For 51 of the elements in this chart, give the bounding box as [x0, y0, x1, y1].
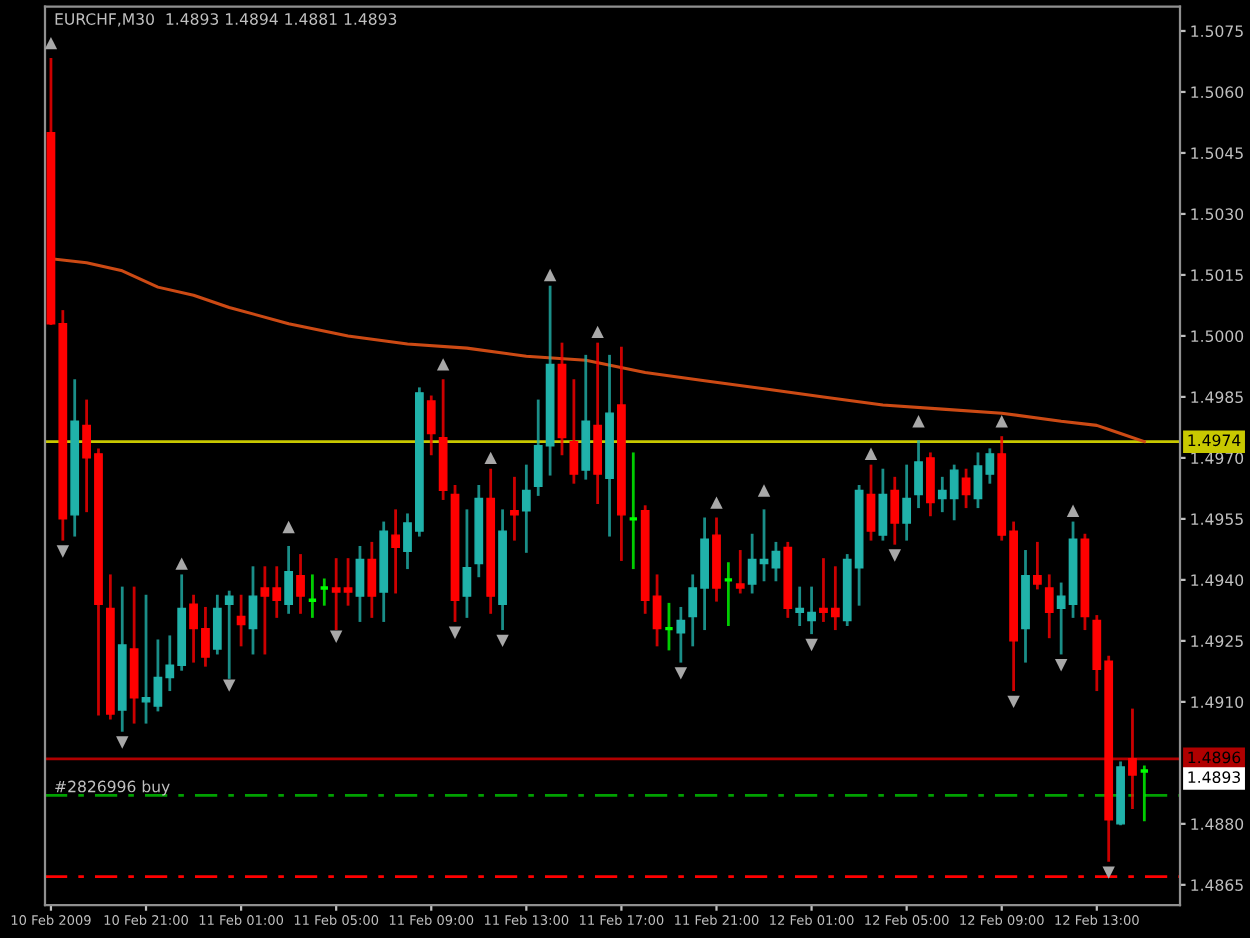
candlestick: [926, 452, 935, 517]
candlestick: [284, 545, 294, 614]
point: [674, 667, 688, 680]
point: [995, 415, 1008, 428]
point: [888, 549, 901, 562]
candlestick: [735, 550, 745, 594]
candlestick: [248, 566, 258, 655]
point: [116, 736, 129, 749]
candlestick: [569, 379, 579, 484]
point: [448, 626, 462, 639]
candlestick: [866, 464, 876, 541]
point: [1054, 659, 1068, 672]
point: [591, 325, 604, 339]
candlestick: [510, 476, 519, 541]
point: [543, 268, 557, 282]
point: [864, 447, 878, 461]
candlestick: [878, 468, 888, 541]
candlestick: [141, 594, 151, 724]
candlestick: [914, 440, 923, 509]
candlestick: [212, 594, 222, 655]
candlestick: [890, 476, 900, 545]
candlestick: [521, 464, 531, 553]
point: [329, 630, 343, 644]
candlestick: [391, 509, 400, 594]
candlestick: [1033, 541, 1042, 590]
candlestick: [426, 395, 436, 456]
point: [757, 484, 771, 497]
point: [1066, 504, 1080, 517]
point: [56, 545, 70, 558]
point: [436, 358, 450, 371]
candlestick: [367, 541, 377, 618]
point: [223, 679, 236, 692]
line-series: [49, 257, 1146, 444]
candlestick: [676, 606, 686, 663]
candlestick: [1128, 708, 1137, 809]
candlestick: [462, 509, 472, 618]
candlestick: [1044, 574, 1054, 639]
point: [282, 520, 295, 534]
point: [1102, 866, 1115, 879]
candlestick: [355, 545, 365, 622]
candlestick: [902, 464, 912, 541]
point: [1007, 695, 1020, 709]
point: [912, 415, 925, 428]
candlestick: [224, 590, 234, 679]
candlestick: [296, 554, 305, 614]
point: [805, 638, 818, 652]
point: [710, 496, 723, 509]
point: [496, 634, 509, 648]
point: [484, 451, 497, 465]
point: [175, 557, 188, 570]
point: [45, 36, 58, 50]
